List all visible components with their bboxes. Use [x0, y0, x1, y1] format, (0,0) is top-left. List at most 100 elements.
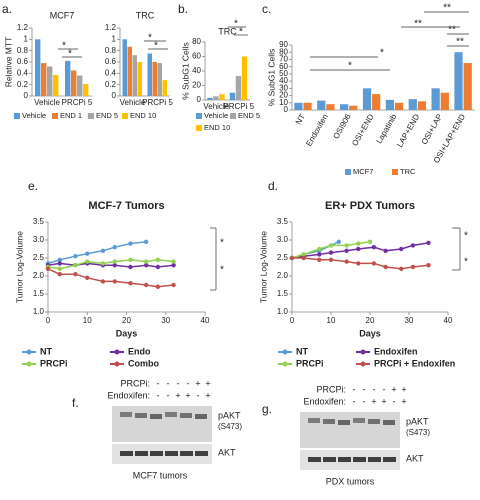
- significance-star: **: [456, 37, 464, 48]
- significance-star: *: [220, 265, 224, 276]
- bar: [417, 101, 427, 110]
- data-point: [143, 263, 149, 268]
- bar: [431, 88, 440, 110]
- y-tick-label: 80: [192, 37, 201, 46]
- data-point: [344, 259, 349, 264]
- chart-title: TRC: [136, 10, 155, 20]
- treatment-sign: +: [175, 390, 180, 400]
- legend-label: END 10: [130, 111, 156, 120]
- data-point: [317, 252, 322, 257]
- y-tick-label: 50: [279, 69, 288, 78]
- legend-marker: [26, 361, 32, 367]
- y-tick-label: 2.0: [33, 271, 45, 280]
- bar: [65, 60, 71, 96]
- data-point: [57, 261, 62, 266]
- data-point: [112, 263, 117, 268]
- series-line: [47, 259, 174, 270]
- treatment-sign: -: [353, 396, 356, 406]
- data-point: [155, 264, 161, 270]
- data-point: [143, 259, 149, 264]
- y-axis-label: % SubG1 Cells: [180, 42, 190, 100]
- legend-label: END 5: [96, 111, 118, 120]
- bar: [122, 39, 127, 96]
- y-tick-label: 80: [279, 47, 288, 56]
- data-point: [85, 259, 90, 264]
- blot-band: [165, 451, 178, 456]
- data-point: [45, 266, 51, 271]
- bar: [408, 99, 417, 110]
- treatment-sign: +: [195, 378, 200, 388]
- data-point: [344, 248, 349, 253]
- legend-label: END 1: [60, 111, 82, 120]
- y-tick-label: 1.0: [33, 307, 45, 316]
- y-tick-label: 3.0: [33, 235, 45, 244]
- blot-band: [338, 420, 350, 425]
- x-tick-label: 0: [46, 316, 51, 325]
- treatment-sign: -: [197, 390, 200, 400]
- blot-band: [308, 418, 320, 423]
- data-point: [317, 257, 322, 262]
- y-tick-label: 0.8: [17, 46, 29, 55]
- bar: [77, 75, 83, 96]
- significance-star: *: [380, 48, 384, 59]
- bar: [213, 96, 219, 100]
- x-tick-label: OSI906: [331, 112, 353, 140]
- blot-band: [150, 451, 163, 456]
- band-label: pAKT: [218, 410, 241, 420]
- bar: [294, 102, 303, 110]
- y-tick-label: 1.0: [277, 307, 289, 316]
- treatment-sign: -: [157, 378, 160, 388]
- y-axis-label: Tumor Log-Volume: [258, 231, 268, 303]
- significance-star: *: [220, 238, 224, 249]
- y-tick-label: 2.0: [277, 271, 289, 280]
- data-point: [57, 272, 62, 277]
- bar: [372, 94, 381, 110]
- treatment-sign: -: [167, 390, 170, 400]
- chart-title: TRC: [218, 26, 237, 36]
- data-point: [155, 284, 161, 289]
- treatment-label: PRCPi:: [316, 384, 346, 394]
- y-tick-label: 3.5: [277, 217, 289, 226]
- data-point: [100, 261, 106, 266]
- significance-star: **: [414, 19, 422, 30]
- x-tick-label: Vehicle: [34, 98, 60, 107]
- y-tick-label: 0.8: [105, 46, 117, 55]
- blot-caption: MCF7 tumors: [133, 470, 188, 480]
- panel-letter: f.: [72, 396, 79, 410]
- data-point: [128, 241, 133, 246]
- y-tick-label: 1.5: [33, 289, 45, 298]
- y-tick-label: 1.2: [17, 23, 29, 32]
- bar: [147, 53, 152, 96]
- bar: [71, 70, 77, 96]
- y-tick-label: 0.4: [17, 68, 29, 77]
- data-point: [128, 281, 133, 286]
- data-point: [171, 282, 176, 288]
- data-point: [426, 240, 431, 246]
- legend-swatch: [14, 113, 20, 119]
- legend-label: NT: [40, 346, 52, 356]
- legend-marker: [114, 361, 120, 367]
- y-axis-label: % SubG1 Cells: [266, 49, 276, 107]
- x-tick-label: 40: [201, 316, 210, 325]
- significance-star: *: [62, 41, 66, 52]
- y-tick-label: 20: [279, 91, 288, 100]
- x-tick-label: 10: [83, 316, 92, 325]
- series-line: [291, 242, 429, 259]
- data-point: [73, 263, 78, 268]
- y-tick-label: 90: [279, 40, 288, 49]
- bar: [235, 76, 242, 100]
- data-point: [100, 248, 106, 253]
- significance-star: *: [239, 27, 243, 38]
- data-point: [100, 279, 106, 284]
- bar: [41, 63, 47, 96]
- chart-title: MCF7: [50, 10, 75, 20]
- y-tick-label: 60: [192, 52, 201, 61]
- legend-label: Endo: [128, 346, 151, 356]
- y-tick-label: 2.5: [277, 253, 289, 262]
- y-tick-label: 1: [112, 34, 117, 43]
- y-tick-label: 2.5: [33, 253, 45, 262]
- bar: [219, 94, 225, 100]
- data-point: [171, 259, 176, 264]
- treatment-sign: -: [373, 384, 376, 394]
- legend-swatch: [88, 113, 94, 119]
